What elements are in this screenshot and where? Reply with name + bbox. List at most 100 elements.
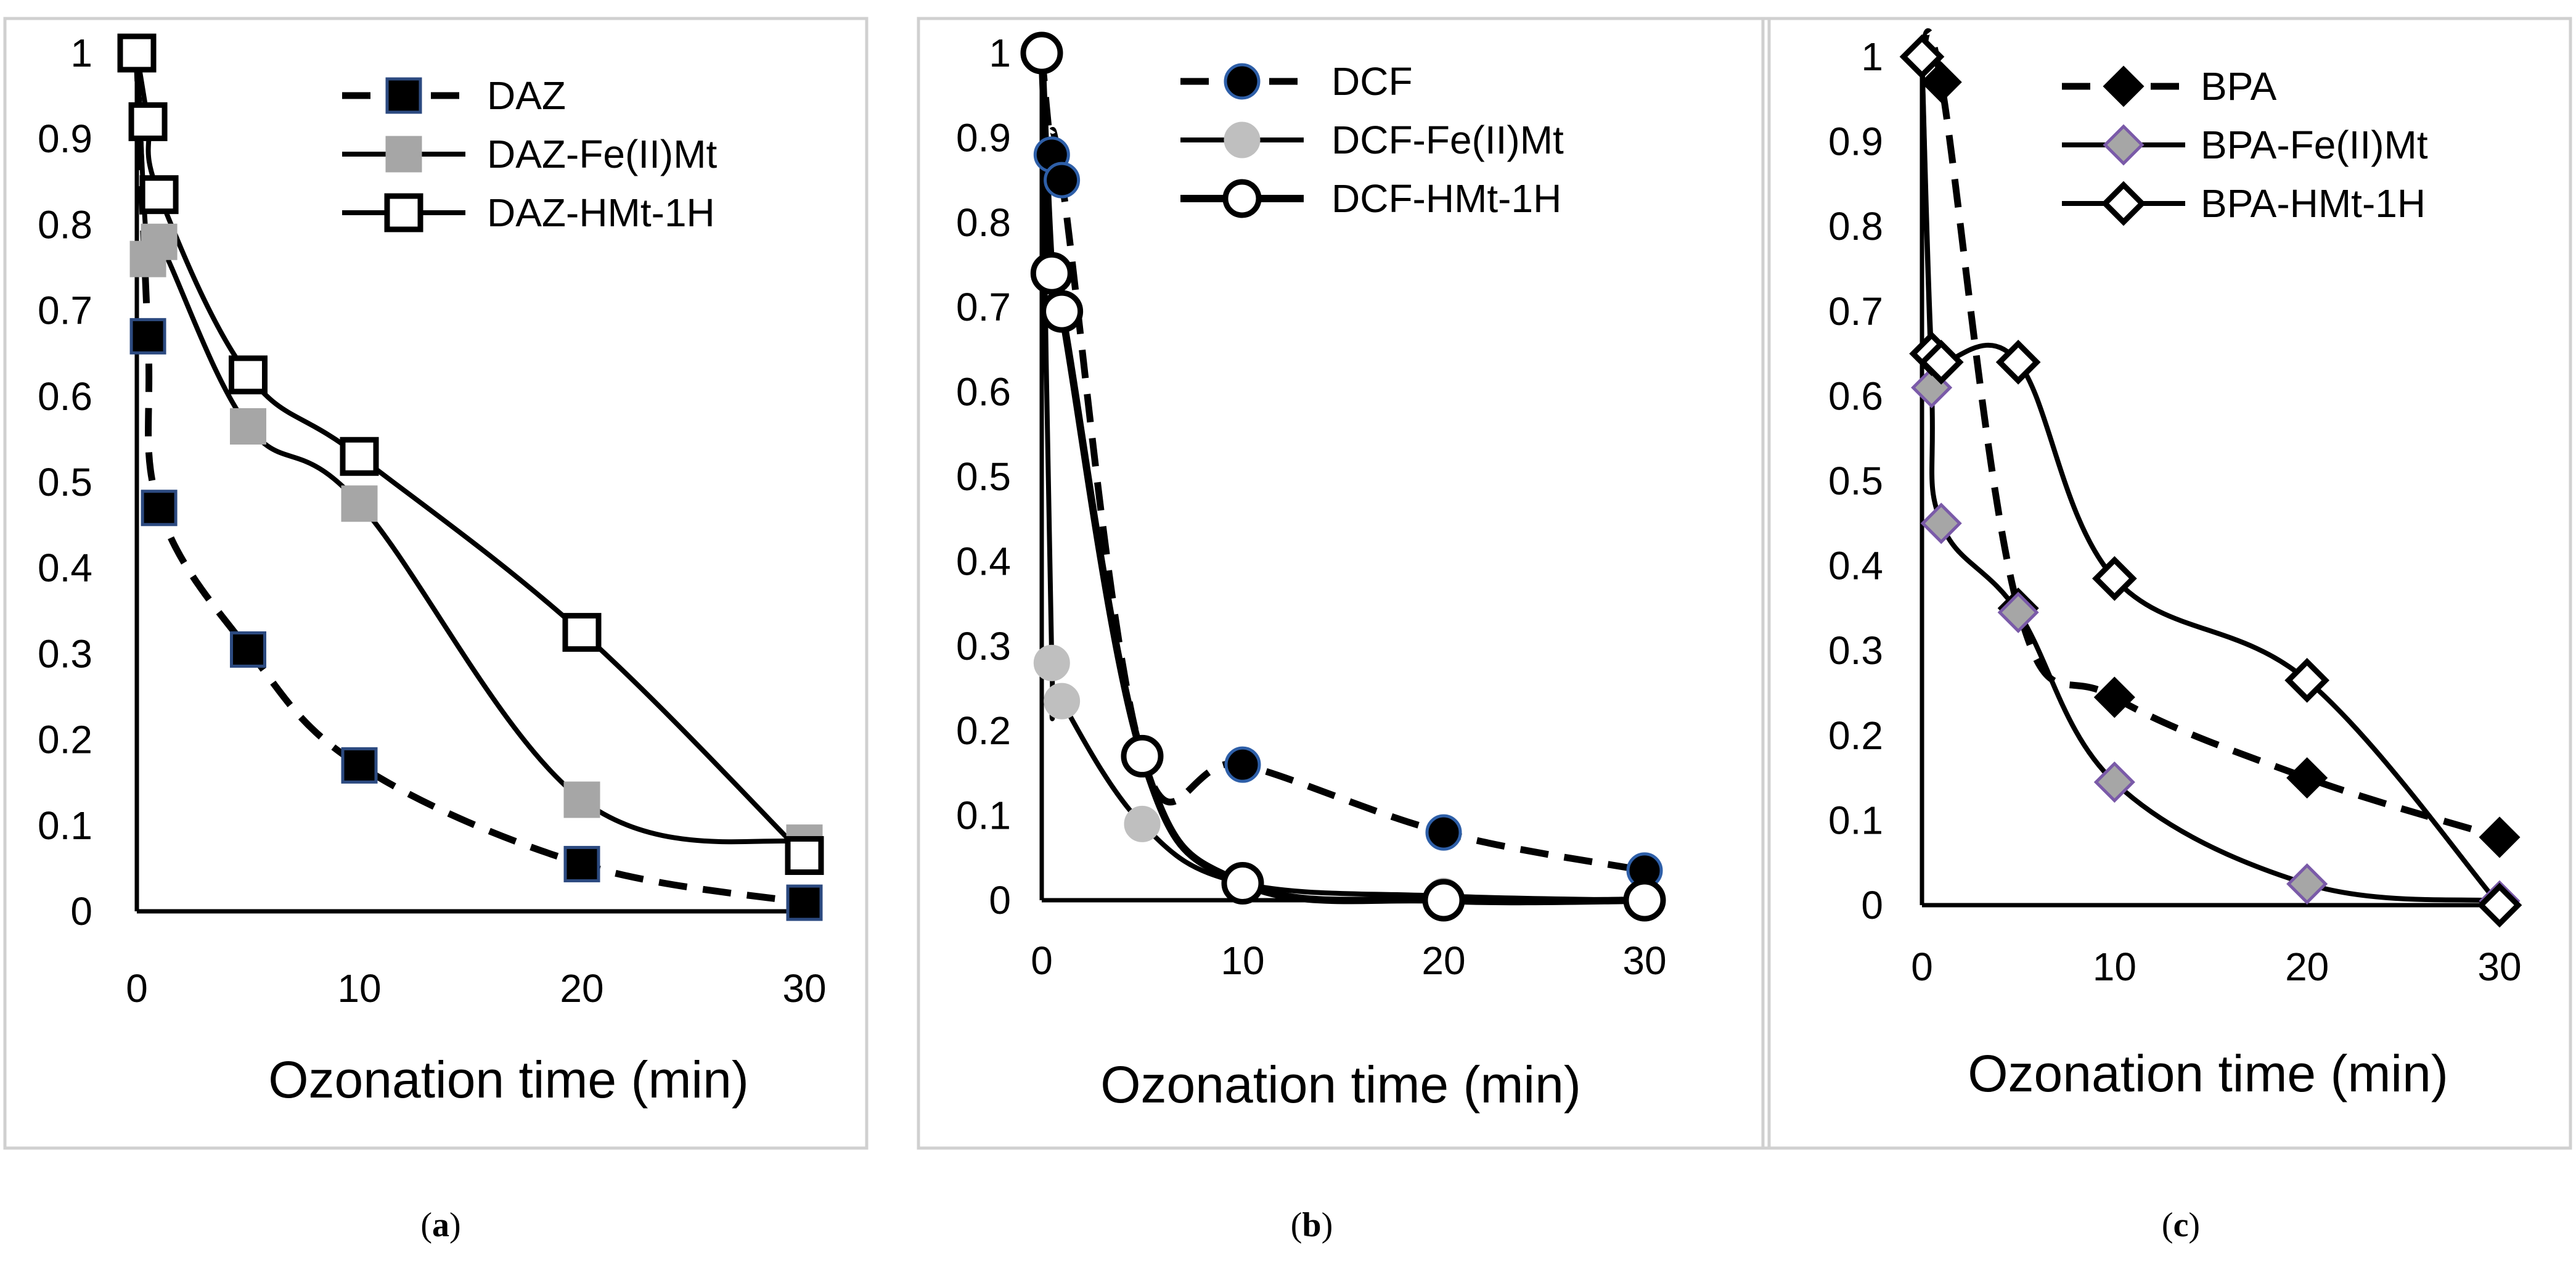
panel-b-xtick-label: 30 [1622, 938, 1666, 983]
panel-a-ytick-label: 0.2 [38, 718, 92, 762]
panel-c-ytick-label: 0.3 [1828, 628, 1883, 673]
panel-c-series-3-point [1899, 34, 1945, 80]
panel-c-series-3-point [2284, 657, 2330, 703]
panel-a-series-1-point [563, 845, 600, 882]
panel-c-series-3-point [2477, 882, 2522, 928]
panel-c-xlabel: Ozonation time (min) [1968, 1044, 2448, 1102]
panel-a-ytick-label: 0.8 [38, 202, 92, 247]
panel-a-legend-3-label: DAZ-HMt-1H [487, 191, 715, 235]
panel-b-legend-2-marker [1224, 121, 1261, 158]
panel-a-series-1-point [141, 490, 178, 527]
panel-a-series-3-point [562, 613, 602, 652]
panel-a-legend-1-marker [385, 77, 422, 114]
panel-b-ytick-label: 0.1 [956, 794, 1011, 838]
panel-b-caption-letter: b [1302, 1206, 1321, 1244]
panel-b-ytick-label: 0.3 [956, 624, 1011, 668]
panel-a-series-1-point [341, 747, 378, 784]
panel-c-series-2-point [1920, 503, 1962, 544]
panel-a-ytick-label: 0.1 [38, 803, 92, 848]
panel-c-xtick-label: 0 [1911, 945, 1933, 989]
panel-c-caption: (c) [2162, 1206, 2200, 1244]
panel-a-legend-3-marker [384, 193, 423, 232]
panel-c: 00.10.20.30.40.50.60.70.80.910 10 20 30BPAB… [1761, 17, 2572, 1244]
panel-a-series-1-point [129, 318, 166, 355]
panel-c-legend-3-label: BPA-HMt-1H [2201, 181, 2426, 226]
panel-c-series-1-line [1918, 28, 2501, 841]
panel-c-frame [1761, 17, 2572, 1150]
panel-b-legend-1-label: DCF [1331, 59, 1413, 104]
panel-a-series-2-point [341, 485, 378, 522]
panel-a-ytick-label: 0.7 [38, 289, 92, 333]
panel-b-legend-1-marker [1224, 63, 1261, 100]
panel-b-legend-3-label: DCF-HMt-1H [1331, 176, 1561, 221]
panel-a-xtick-label: 0 [126, 966, 148, 1011]
panel-a-legend-1-label: DAZ [487, 73, 566, 118]
panel-b-ytick-label: 0.9 [956, 115, 1011, 160]
panel-b-series-3-point [1030, 252, 1073, 295]
panel-c-series-1-point [1920, 61, 1962, 103]
panel-a-series-2-point [563, 781, 600, 818]
panel-b-ytick-label: 0 [989, 878, 1011, 922]
panel-c-caption-letter: c [2173, 1206, 2189, 1244]
panel-a-plot: 00.10.20.30.40.50.60.70.80.910 10 20 30DAZD… [38, 31, 827, 1011]
panel-b-legend-2-label: DCF-Fe(II)Mt [1331, 118, 1564, 162]
panel-b-series-3-point [1041, 290, 1084, 333]
panel-b-ytick-label: 0.2 [956, 708, 1011, 753]
panel-a-xtick-label: 30 [782, 966, 826, 1011]
panel-a-series-1-point [230, 631, 266, 668]
panel-c-ytick-label: 0.7 [1828, 289, 1883, 334]
panel-c-ytick-label: 0.1 [1828, 798, 1883, 842]
panel-b-xlabel: Ozonation time (min) [1100, 1056, 1581, 1114]
panel-a-legend-2-marker [385, 136, 422, 173]
panel-b-ytick-label: 0.7 [956, 285, 1011, 329]
panel-b-series-3-point [1020, 31, 1063, 75]
panel-c-series-2-point [1997, 591, 2039, 633]
panel-a-ytick-label: 1 [70, 31, 92, 75]
panel-c-ytick-label: 0.2 [1828, 713, 1883, 758]
panel-b-series-3-point [1623, 879, 1666, 922]
panel-c-ytick-label: 1 [1861, 35, 1883, 79]
panel-b-ytick-label: 0.6 [956, 370, 1011, 414]
panel-c-series-2-point [2093, 761, 2135, 803]
panel-b-caption: (b) [1291, 1206, 1333, 1244]
panel-c-ytick-label: 0.4 [1828, 544, 1883, 588]
panel-a-ytick-label: 0.9 [38, 117, 92, 161]
panel-a-caption: (a) [420, 1206, 460, 1244]
panel-a-ytick-label: 0.5 [38, 460, 92, 504]
panel-b-plot: 00.10.20.30.40.50.60.70.80.910 10 20 30DCFD… [956, 31, 1667, 983]
panel-b: 00.10.20.30.40.50.60.70.80.910 10 20 30DCFD… [917, 17, 1771, 1244]
panel-b-xtick-label: 10 [1221, 938, 1264, 983]
panel-a: 00.10.20.30.40.50.60.70.80.910 10 20 30DAZD… [3, 17, 869, 1244]
panel-c-series-2-point [2286, 863, 2328, 905]
panel-a-series-1-line [133, 52, 805, 906]
panel-c-ytick-label: 0.9 [1828, 120, 1883, 164]
panel-a-ytick-label: 0.6 [38, 374, 92, 419]
panel-c-legend-1-label: BPA [2201, 64, 2277, 109]
panel-a-series-3-line [134, 52, 806, 858]
panel-a-series-2-point [141, 223, 178, 260]
panel-a-xtick-label: 10 [337, 966, 381, 1011]
panel-c-ytick-label: 0.5 [1828, 459, 1883, 503]
panel-b-frame [917, 17, 1771, 1150]
panel-c-legend-2-label: BPA-Fe(II)Mt [2201, 123, 2428, 167]
panel-c-series-1-point [2286, 757, 2328, 799]
panel-c-xtick-label: 20 [2285, 945, 2329, 989]
panel-c-legend-3-marker [2101, 181, 2146, 226]
panel-c-xtick-label: 10 [2093, 945, 2136, 989]
panel-b-ytick-label: 0.4 [956, 539, 1011, 583]
panel-b-ytick-label: 1 [989, 31, 1011, 75]
panel-a-ytick-label: 0.4 [38, 546, 92, 590]
panel-a-series-3-point [117, 33, 157, 73]
panel-a-series-3-point [128, 102, 168, 141]
panel-b-ytick-label: 0.8 [956, 200, 1011, 245]
panel-c-series-1-point [2479, 816, 2521, 858]
panel-b-series-1-point [1044, 162, 1081, 199]
panel-a-series-3-point [229, 355, 268, 395]
panel-b-xtick-label: 0 [1031, 938, 1053, 983]
panel-b-ytick-label: 0.5 [956, 454, 1011, 499]
panel-c-ytick-label: 0 [1861, 883, 1883, 927]
panel-a-series-3-point [139, 175, 179, 215]
panel-b-series-2-point [1033, 644, 1070, 681]
panel-a-ytick-label: 0 [70, 889, 92, 934]
